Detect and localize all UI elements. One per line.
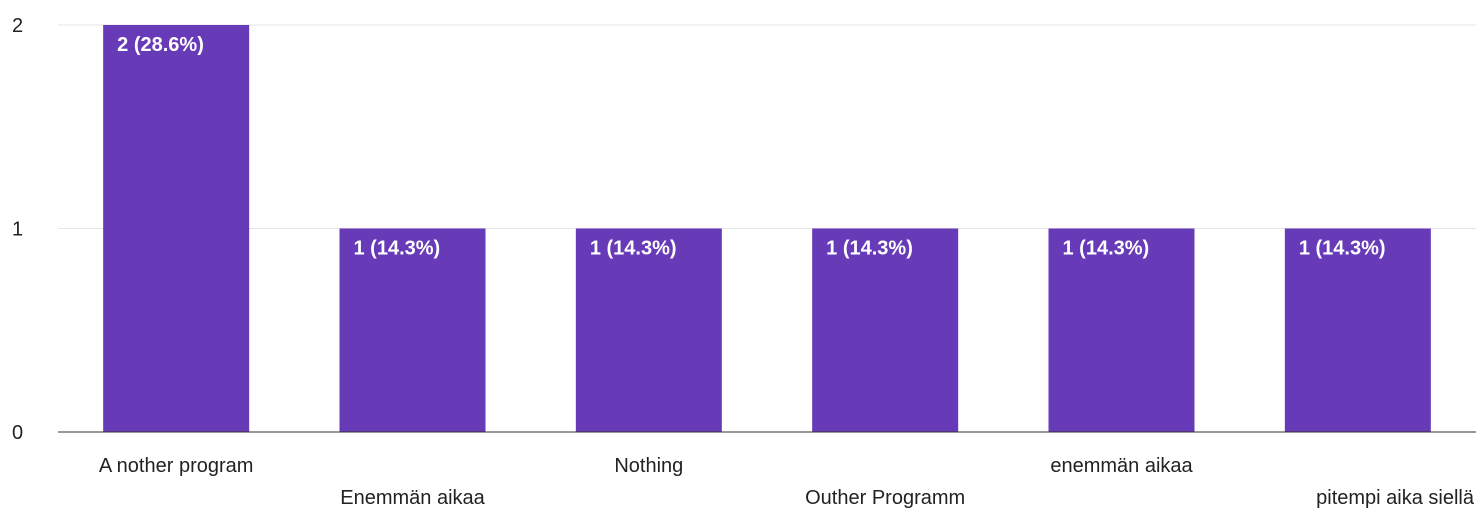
y-tick-label: 2 (12, 15, 23, 37)
bar (103, 25, 250, 432)
bar-data-label: 1 (14.3%) (1299, 238, 1386, 260)
bar (812, 228, 959, 432)
x-tick-label: A nother program (99, 455, 254, 477)
x-tick-label: enemmän aikaa (1050, 455, 1193, 477)
bar-data-label: 1 (14.3%) (1063, 238, 1150, 260)
x-axis-ticks: A nother program Enemmän aikaa Nothing Outh… (99, 455, 1475, 509)
y-tick-label: 0 (12, 422, 23, 444)
x-tick-label: Enemmän aikaa (340, 487, 485, 509)
bar (339, 228, 486, 432)
bar (1048, 228, 1195, 432)
x-tick-label: Outher Programm (805, 487, 965, 509)
x-tick-label: pitempi aika siellä (1316, 487, 1475, 509)
data-labels: 2 (28.6%) 1 (14.3%) 1 (14.3%) 1 (14.3%) 1 (1… (117, 34, 1385, 260)
bar-data-label: 1 (14.3%) (354, 238, 441, 260)
gridlines (58, 24, 1476, 229)
y-axis-ticks: 0 1 2 (12, 15, 23, 444)
bar (1284, 228, 1431, 432)
x-tick-label: Nothing (614, 455, 683, 477)
bar (575, 228, 722, 432)
y-tick-label: 1 (12, 219, 23, 241)
bar-data-label: 2 (28.6%) (117, 34, 204, 56)
bar-data-label: 1 (14.3%) (590, 238, 677, 260)
bars (103, 25, 1431, 432)
bar-data-label: 1 (14.3%) (826, 238, 913, 260)
